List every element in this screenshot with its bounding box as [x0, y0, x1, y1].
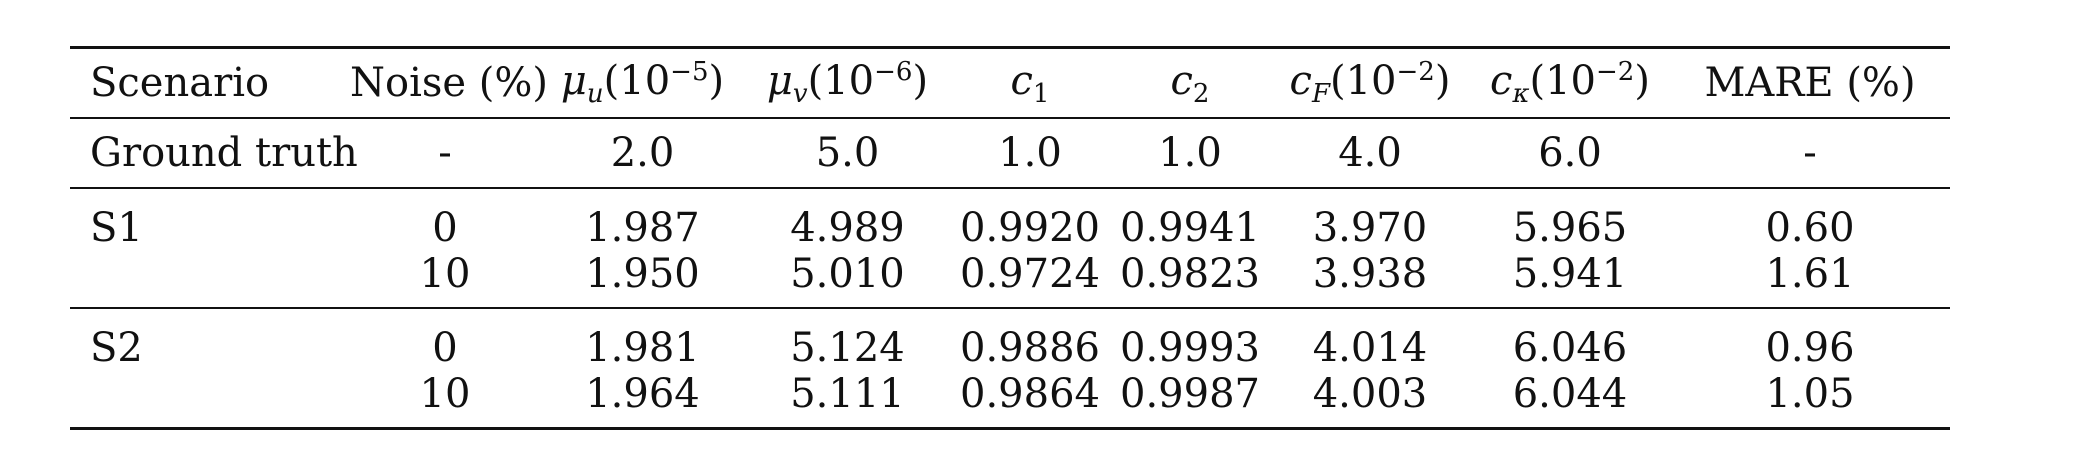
- table-cell: 3.970: [1312, 205, 1428, 251]
- table-cell: 5.010: [790, 251, 905, 297]
- table-cell: 1.950: [585, 251, 700, 297]
- table-cell: 6.046: [1512, 325, 1628, 371]
- table-cell: 4.003: [1312, 371, 1428, 417]
- table-cell: 5.0: [815, 130, 880, 176]
- header-c1: c1: [1010, 57, 1050, 109]
- results-table: Scenario Noise (%) μu(10−5) μv(10−6) c1 …: [70, 46, 1950, 430]
- table-cell: 0.9886: [960, 325, 1100, 371]
- table-cell: -: [1803, 130, 1817, 176]
- table-cell: 0: [432, 325, 458, 371]
- table-cell: 6.044: [1512, 371, 1628, 417]
- table-cell: 0.60: [1765, 205, 1855, 251]
- table-cell: 1.0: [998, 130, 1062, 176]
- table-cell: 0.9993: [1120, 325, 1260, 371]
- table-cell: 4.0: [1338, 130, 1402, 176]
- table-cell: 5.111: [790, 371, 905, 417]
- header-c2: c2: [1170, 57, 1210, 109]
- table-cell: 1.05: [1765, 371, 1855, 417]
- table-cell: 0.9987: [1120, 371, 1260, 417]
- header-mare: MARE (%): [1704, 60, 1916, 106]
- table-cell-empty: [70, 371, 350, 429]
- results-table-container: Scenario Noise (%) μu(10−5) μv(10−6) c1 …: [70, 46, 1950, 430]
- table-cell: 0.9823: [1120, 251, 1260, 297]
- table-cell: 0.9941: [1120, 205, 1260, 251]
- table-cell: 0.9724: [960, 251, 1100, 297]
- table-cell: 10: [419, 251, 471, 297]
- table-cell-empty: [70, 251, 350, 308]
- table-cell: 2.0: [610, 130, 675, 176]
- table-cell: 6.0: [1538, 130, 1602, 176]
- ground-truth-label: Ground truth: [90, 130, 358, 176]
- table-cell: 0.96: [1765, 325, 1855, 371]
- header-noise: Noise (%): [350, 60, 549, 106]
- table-cell: 4.989: [790, 205, 905, 251]
- table-cell: 1.981: [585, 325, 700, 371]
- header-cF: cF(10−2): [1289, 57, 1451, 109]
- ground-truth-row: Ground truth - 2.0 5.0 1.0 1.0 4.0 6.0 -: [70, 118, 1950, 188]
- scenario-label: S1: [90, 205, 143, 251]
- table-cell: 3.938: [1312, 251, 1428, 297]
- table-cell: 1.987: [585, 205, 700, 251]
- table-cell: 0.9864: [960, 371, 1100, 417]
- table-cell: 1.0: [1158, 130, 1222, 176]
- table-row: 10 1.950 5.010 0.9724 0.9823 3.938 5.941…: [70, 251, 1950, 308]
- header-row: Scenario Noise (%) μu(10−5) μv(10−6) c1 …: [70, 47, 1950, 118]
- table-row: S1 0 1.987 4.989 0.9920 0.9941 3.970 5.9…: [70, 188, 1950, 251]
- table-cell: 5.965: [1512, 205, 1628, 251]
- table-cell: -: [438, 130, 452, 176]
- table-row: 10 1.964 5.111 0.9864 0.9987 4.003 6.044…: [70, 371, 1950, 429]
- scenario-label: S2: [90, 325, 143, 371]
- table-cell: 10: [419, 371, 471, 417]
- table-cell: 1.964: [585, 371, 700, 417]
- header-ck: cκ(10−2): [1490, 57, 1650, 109]
- table-cell: 0: [432, 205, 458, 251]
- header-mu-u: μu(10−5): [560, 57, 725, 109]
- table-row: S2 0 1.981 5.124 0.9886 0.9993 4.014 6.0…: [70, 308, 1950, 371]
- table-cell: 5.941: [1512, 251, 1628, 297]
- table-cell: 1.61: [1765, 251, 1855, 297]
- header-mu-v: μv(10−6): [766, 57, 929, 109]
- table-cell: 0.9920: [960, 205, 1100, 251]
- header-scenario: Scenario: [90, 60, 270, 106]
- table-cell: 4.014: [1312, 325, 1428, 371]
- table-cell: 5.124: [790, 325, 905, 371]
